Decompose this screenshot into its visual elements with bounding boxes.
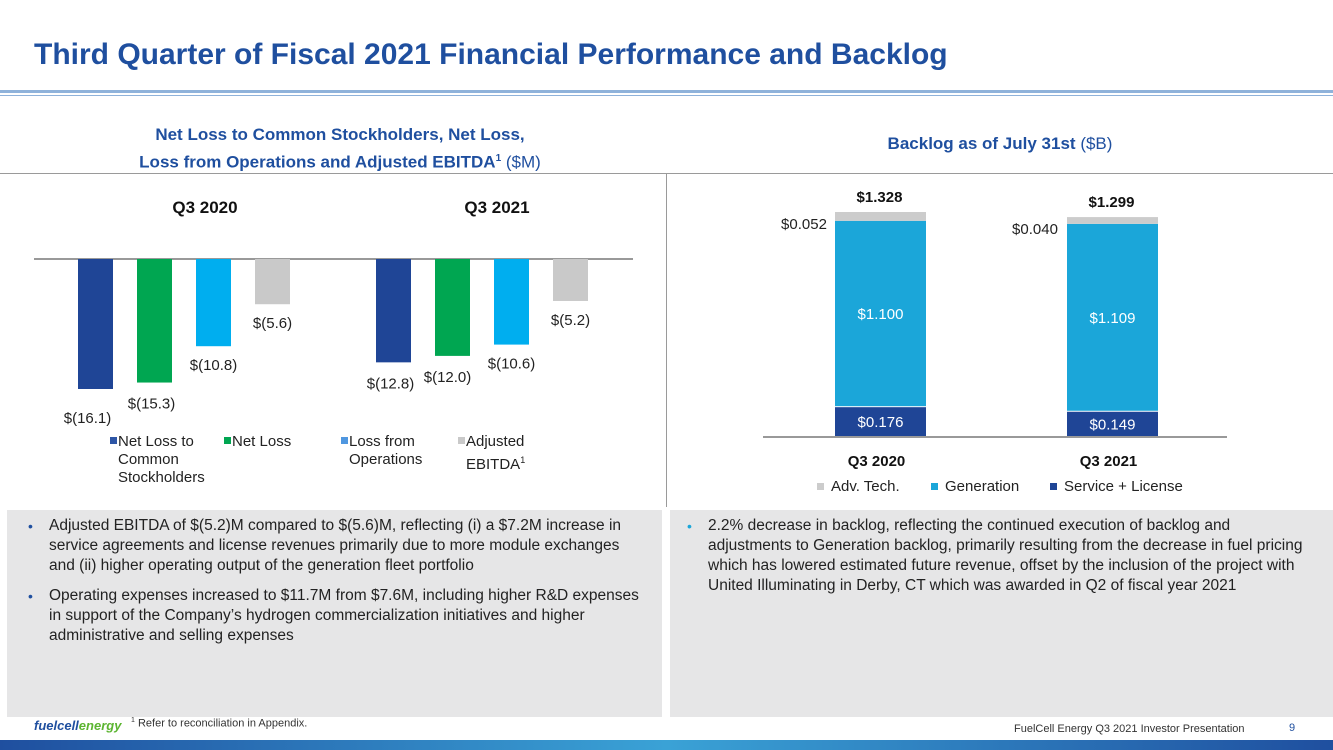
slide-title: Third Quarter of Fiscal 2021 Financial P… — [34, 38, 948, 71]
group-header-q3-2021: Q3 2021 — [464, 198, 529, 217]
footnote: 1 Refer to reconciliation in Appendix. — [131, 717, 307, 730]
bullet-text: Operating expenses increased to $11.7M f… — [49, 587, 639, 644]
header-unit: ($M) — [505, 152, 541, 172]
backlog-header-text: Backlog as of July 31st — [887, 134, 1076, 153]
header-line-1: Net Loss to Common Stockholders, Net Los… — [155, 125, 525, 144]
data-label-net-loss-to-common-stockholders-q3-2020: $(16.1) — [64, 410, 112, 427]
header-line-2: Loss from Operations and Adjusted EBITDA… — [80, 147, 600, 175]
footnote-mark: 1 — [131, 717, 135, 724]
legend-line: Adjusted — [466, 433, 525, 450]
bullet-item: • 2.2% decrease in backlog, reflecting th… — [687, 516, 1313, 596]
legend-line: Net Loss — [232, 433, 292, 450]
bar-net-loss-to-common-stockholders-q3-2021 — [376, 259, 411, 363]
bar-loss-from-operations-q3-2020 — [196, 259, 231, 347]
bullet-icon: • — [28, 518, 33, 534]
segment-label-service-license-q3-2021: $0.149 — [1090, 416, 1136, 433]
legend-line: Common — [118, 451, 179, 468]
company-logo: fuelcellenergy — [34, 718, 121, 733]
backlog-chart-header: Backlog as of July 31st ($B) — [820, 134, 1180, 154]
segment-service-license-q3-2020 — [835, 407, 926, 436]
data-label-net-loss-to-common-stockholders-q3-2021: $(12.8) — [367, 375, 415, 392]
segment-label-generation-q3-2021: $1.109 — [1090, 310, 1136, 327]
bar-net-loss-q3-2020 — [137, 259, 172, 383]
bullet-icon: • — [28, 588, 33, 604]
legend-label-adjusted-ebitda: Adjusted EBITDA1 — [466, 433, 525, 474]
data-label-loss-from-operations-q3-2021: $(10.6) — [488, 356, 536, 373]
category-label-q3-2020: Q3 2020 — [848, 453, 906, 470]
legend-swatch-loss-from-operations — [341, 437, 348, 444]
footer-bar — [0, 740, 1333, 750]
data-label-net-loss-q3-2021: $(12.0) — [424, 369, 472, 386]
segment-service-license-q3-2021 — [1067, 411, 1158, 436]
backlog-header-unit: ($B) — [1080, 134, 1113, 153]
legend-swatch-service-license — [1050, 483, 1057, 490]
total-label-q3-2020: $1.328 — [857, 189, 903, 206]
net-loss-chart-header: Net Loss to Common Stockholders, Net Los… — [80, 123, 600, 175]
legend-label-net-loss: Net Loss — [232, 433, 291, 451]
segment-label-generation-q3-2020: $1.100 — [858, 306, 904, 323]
bullet-text: 2.2% decrease in backlog, reflecting the… — [708, 517, 1303, 594]
category-label-q3-2021: Q3 2021 — [1080, 453, 1138, 470]
segment-label-adv-tech-q3-2020: $0.052 — [781, 216, 827, 233]
bar-loss-from-operations-q3-2021 — [494, 259, 529, 345]
legend-swatch-net-loss-to-common-stockholders — [110, 437, 117, 444]
segment-label-adv-tech-q3-2021: $0.040 — [1012, 221, 1058, 238]
bar-adjusted-ebitda-q3-2021 — [553, 259, 588, 301]
legend-label-loss-from-operations: Loss from Operations — [349, 433, 422, 469]
legend-swatch-adv-tech — [817, 483, 824, 490]
data-label-adjusted-ebitda-q3-2021: $(5.2) — [551, 312, 590, 329]
net-loss-bar-chart: Q3 2020 Q3 2021 $(16.1) $(12.8) $(15.3) $(12.… — [34, 198, 633, 427]
bar-net-loss-to-common-stockholders-q3-2020 — [78, 259, 113, 389]
group-header-q3-2020: Q3 2020 — [172, 198, 237, 217]
data-label-net-loss-q3-2020: $(15.3) — [128, 396, 176, 413]
legend-label-net-loss-to-common-stockholders: Net Loss to Common Stockholders — [118, 433, 205, 487]
data-label-adjusted-ebitda-q3-2020: $(5.6) — [253, 315, 292, 332]
bullet-item: • Operating expenses increased to $11.7M … — [28, 586, 646, 646]
legend-line: Net Loss to — [118, 433, 194, 450]
logo-text-2: energy — [78, 718, 122, 733]
legend-swatch-net-loss — [224, 437, 231, 444]
legend-label-generation: Generation — [945, 478, 1020, 495]
backlog-stacked-bar-chart: $0.176 $1.100 $0.052 $1.328 Q3 2020 $0.149 $1.… — [763, 189, 1227, 470]
header-footnote-mark: 1 — [495, 153, 502, 164]
column-divider — [666, 173, 667, 507]
logo-text-1: fuelcell — [34, 718, 79, 733]
bar-net-loss-q3-2021 — [435, 259, 470, 356]
segment-adv-tech-q3-2021 — [1067, 217, 1158, 224]
right-commentary-panel: • 2.2% decrease in backlog, reflecting th… — [670, 510, 1333, 717]
data-label-loss-from-operations-q3-2020: $(10.8) — [190, 357, 238, 374]
bullet-icon: • — [687, 518, 692, 534]
title-rule — [0, 90, 1333, 93]
header-line-2-text: Loss from Operations and Adjusted EBITDA — [139, 152, 496, 172]
total-label-q3-2021: $1.299 — [1089, 194, 1135, 211]
segment-generation-q3-2020 — [835, 220, 926, 407]
left-commentary-panel: • Adjusted EBITDA of $(5.2)M compared to … — [7, 510, 662, 717]
bullet-item: • Adjusted EBITDA of $(5.2)M compared to … — [28, 516, 646, 576]
page-number: 9 — [1289, 722, 1296, 734]
legend-line: Stockholders — [118, 469, 205, 486]
legend-line: EBITDA1 — [466, 455, 526, 473]
segment-generation-q3-2021 — [1067, 223, 1158, 411]
legend-swatch-generation — [931, 483, 938, 490]
title-rule-thin — [0, 95, 1333, 96]
segment-adv-tech-q3-2020 — [835, 212, 926, 221]
footnote-text: Refer to reconciliation in Appendix. — [137, 717, 308, 730]
legend-line: Operations — [349, 451, 423, 468]
bullet-text: Adjusted EBITDA of $(5.2)M compared to $… — [49, 517, 622, 574]
legend-label-adv-tech: Adv. Tech. — [831, 478, 900, 495]
bar-adjusted-ebitda-q3-2020 — [255, 259, 290, 305]
legend-footnote-mark: 1 — [520, 455, 526, 465]
legend-line: Loss from — [349, 433, 415, 450]
legend-label-service-license: Service + License — [1064, 478, 1183, 495]
legend-swatch-adjusted-ebitda — [458, 437, 465, 444]
segment-label-service-license-q3-2020: $0.176 — [858, 414, 904, 431]
presentation-name: FuelCell Energy Q3 2021 Investor Present… — [1014, 723, 1245, 735]
